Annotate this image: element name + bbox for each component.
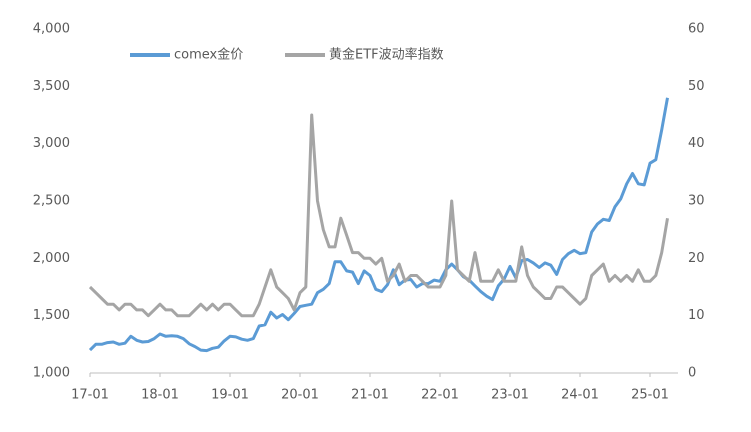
series-line — [88, 113, 669, 318]
y-tick-label: 1,500 — [33, 308, 70, 323]
x-tick-label: 17-01 — [71, 388, 109, 403]
y2-tick-label: 60 — [688, 22, 705, 37]
y2-tick-label: 0 — [688, 366, 696, 381]
x-tick-label: 18-01 — [141, 388, 179, 403]
y2-tick-label: 10 — [688, 308, 705, 323]
x-tick-label: 21-01 — [351, 388, 389, 403]
y2-tick-label: 30 — [688, 194, 705, 209]
y-tick-label: 3,500 — [33, 79, 70, 94]
y-tick-label: 2,000 — [33, 251, 70, 266]
y-tick-label: 2,500 — [33, 194, 70, 209]
x-tick-label: 20-01 — [281, 388, 319, 403]
y-tick-label: 3,000 — [33, 136, 70, 151]
y2-tick-label: 50 — [688, 79, 705, 94]
x-tick-label: 24-01 — [561, 388, 599, 403]
x-tick-label: 19-01 — [211, 388, 249, 403]
y2-tick-label: 20 — [688, 251, 705, 266]
y2-tick-label: 40 — [688, 136, 705, 151]
series-line — [88, 97, 669, 353]
legend-label: comex金价 — [174, 47, 243, 63]
x-tick-label: 25-01 — [631, 388, 669, 403]
x-tick-label: 22-01 — [421, 388, 459, 403]
x-tick-label: 23-01 — [491, 388, 529, 403]
y-tick-label: 1,000 — [33, 366, 70, 381]
legend-label: 黄金ETF波动率指数 — [329, 47, 444, 63]
y-tick-label: 4,000 — [33, 22, 70, 37]
